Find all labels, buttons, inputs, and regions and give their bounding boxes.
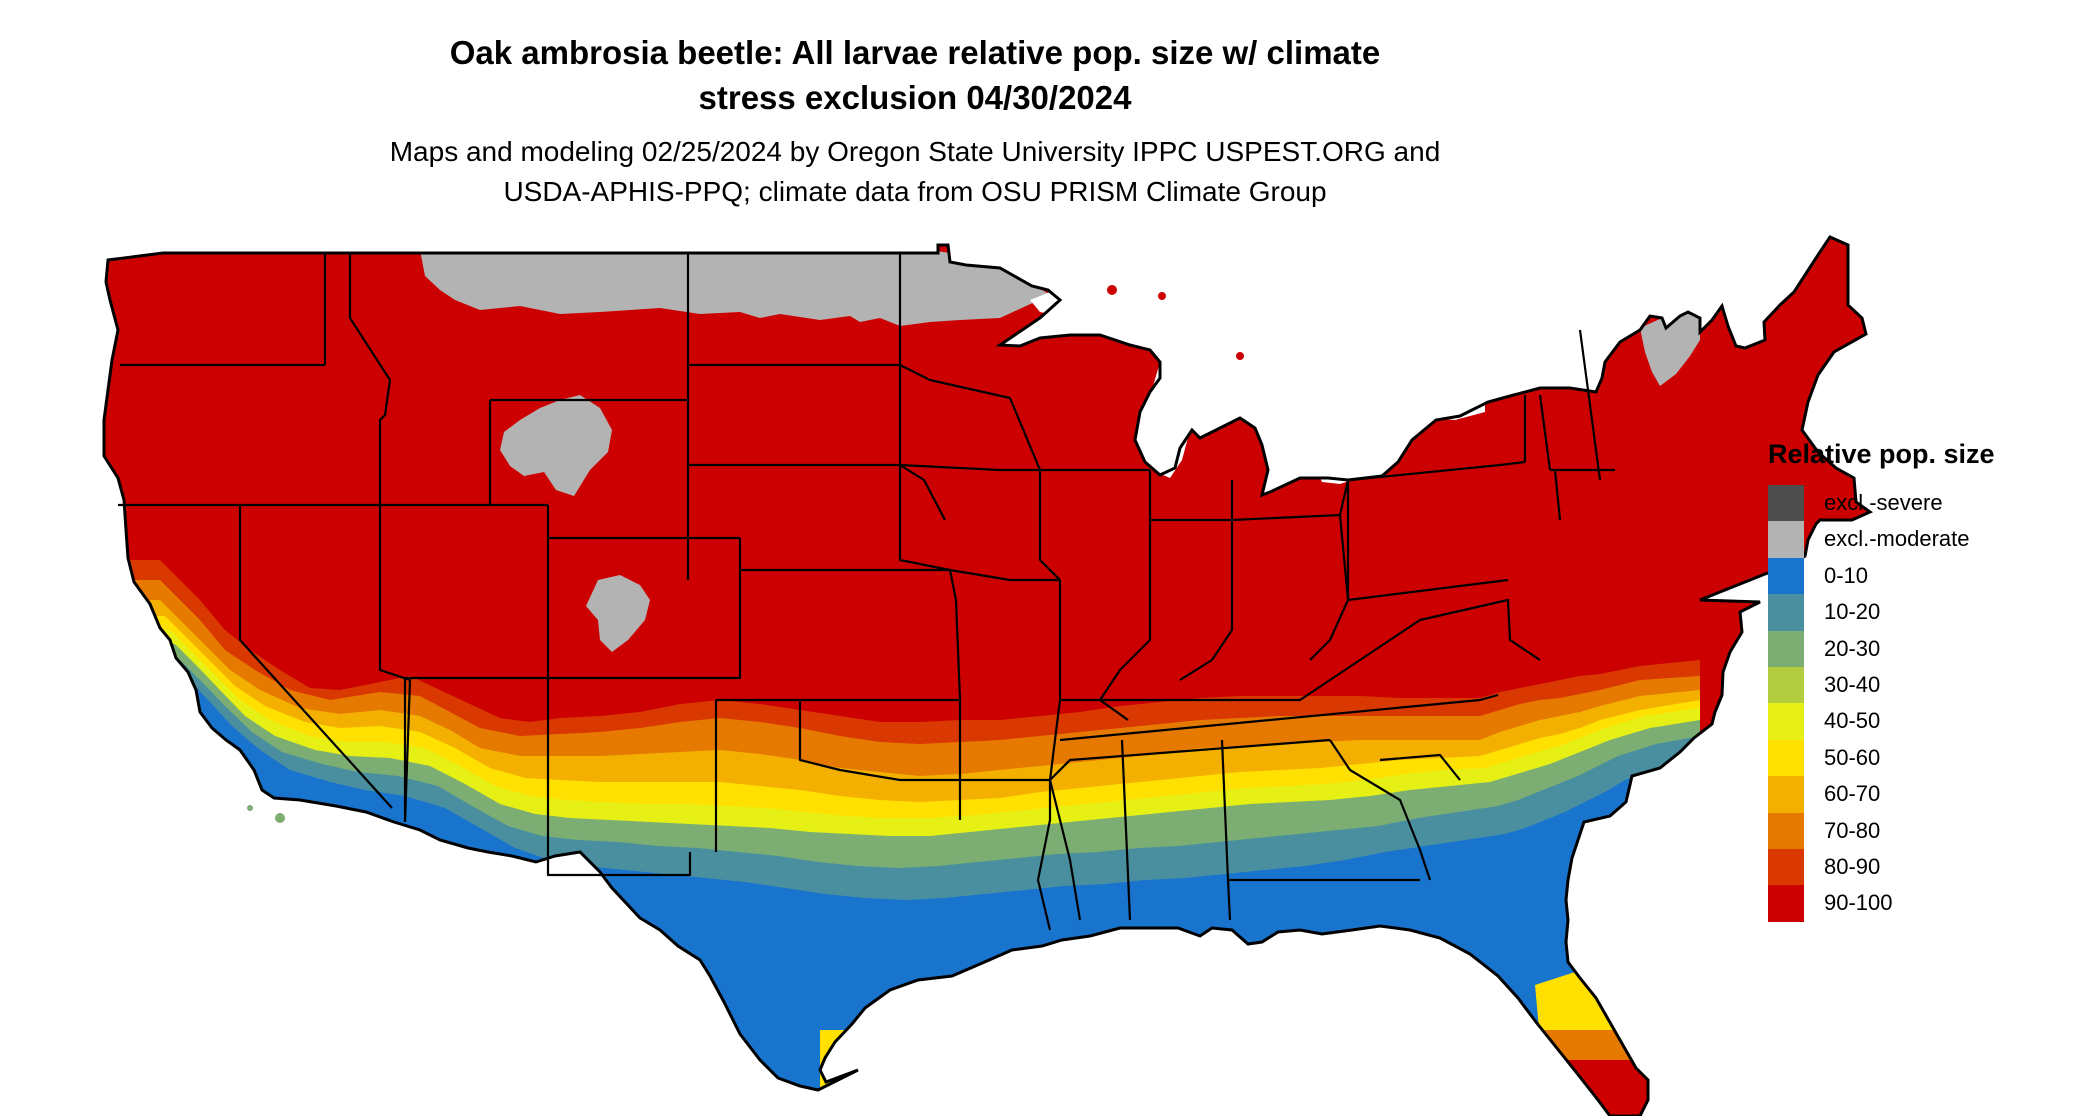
subtitle-line-1: Maps and modeling 02/25/2024 by Oregon S… (389, 136, 1441, 167)
border-id-mt-west (348, 253, 392, 505)
legend-item: 30-40 (1768, 666, 2088, 704)
excl-moderate-wyoming (500, 395, 612, 496)
texas-yellow-tip (820, 1030, 860, 1100)
legend-item: 0-10 (1768, 557, 2088, 595)
lake-superior (1030, 262, 1235, 316)
border-ut-wy-west (488, 400, 548, 507)
legend-title: Relative pop. size (1768, 439, 1995, 469)
legend-item: excl.-severe (1768, 485, 2088, 522)
border-mo-ar (1048, 699, 1062, 781)
border-pa (1346, 480, 1509, 602)
legend-swatch (1768, 703, 1804, 740)
legend: Relative pop. size excl.-severe excl.-mod… (1768, 437, 2088, 922)
legend-item: 60-70 (1768, 776, 2088, 813)
legend-swatch (1768, 739, 1804, 777)
legend-label: 50-60 (1824, 744, 1881, 770)
title-line-1: Oak ambrosia beetle: All larvae relative… (449, 34, 1381, 71)
legend-item: 10-20 (1768, 594, 2088, 631)
legend-swatch (1768, 885, 1804, 922)
border-il-in (1099, 470, 1152, 701)
legend-swatch (1768, 812, 1804, 849)
legend-label: 80-90 (1824, 853, 1881, 879)
legend-label: 90-100 (1824, 890, 1893, 916)
great-lakes (1030, 262, 1485, 484)
legend-swatch (1768, 848, 1804, 886)
border-tn-nc-va (1059, 693, 1499, 742)
excl-moderate-maine (1640, 312, 1700, 386)
excl-moderate-north (420, 250, 1050, 326)
legend-label: 10-20 (1824, 599, 1881, 625)
legend-item: excl.-moderate (1768, 521, 2088, 558)
border-ar-la-tx (960, 778, 1052, 931)
border-sd-ne (688, 463, 946, 521)
border-ks-mo (948, 569, 962, 701)
border-md-va (1419, 598, 1541, 661)
lake-ontario (1420, 400, 1485, 420)
border-ia-il-wi (1008, 397, 1061, 581)
legend-item: 50-60 (1768, 739, 2088, 777)
border-nh-me (1578, 329, 1602, 481)
border-ok-tx (798, 700, 962, 820)
legend-item: 70-80 (1768, 812, 2088, 849)
lake-erie (1318, 445, 1410, 484)
border-nv-az (378, 505, 412, 823)
border-vt-nh (1538, 394, 1552, 471)
map-title: Oak ambrosia beetle: All larvae relative… (0, 30, 1830, 120)
legend-swatch (1768, 594, 1804, 631)
legend-item: 90-100 (1768, 885, 2088, 922)
border-nc-sc (1379, 753, 1461, 781)
legend-item: 80-90 (1768, 848, 2088, 886)
border-tn-ms-al (1049, 738, 1331, 781)
legend-swatch (1768, 485, 1804, 522)
subtitle-line-2: USDA-APHIS-PPQ; climate data from OSU PR… (503, 176, 1327, 207)
border-in-oh (1150, 518, 1234, 681)
legend-swatch (1768, 776, 1804, 813)
border-oh-pa-wv (1309, 514, 1350, 661)
border-ks-ok (716, 698, 962, 780)
legend-swatch (1768, 666, 1804, 704)
border-ia-mn (899, 463, 1040, 472)
lake-michigan (1150, 350, 1198, 478)
border-az-nm (546, 678, 692, 877)
legend-item: 20-30 (1768, 630, 2088, 667)
border-mi-oh (1230, 479, 1350, 522)
border-ar-ms-la (1048, 779, 1082, 921)
legend-label: 30-40 (1824, 671, 1881, 697)
legend-item: 40-50 (1768, 703, 2088, 740)
legend-label: 0-10 (1824, 562, 1869, 588)
border-ut-az (403, 505, 550, 822)
legend-items: excl.-severe excl.-moderate 0-10 10-20 20-30… (1768, 485, 2088, 922)
excl-moderate-colorado (586, 575, 650, 652)
florida-yellow (1535, 972, 1620, 1040)
state-borders (118, 253, 1615, 931)
border-mn-wi (899, 364, 1011, 400)
border-ky-tn-va (1100, 619, 1421, 702)
legend-label: excl.-moderate (1824, 526, 1970, 552)
legend-swatch (1768, 630, 1804, 667)
legend-label: 20-30 (1824, 635, 1881, 661)
legend-label: 60-70 (1824, 781, 1881, 807)
islands-and-specks (247, 285, 1244, 823)
border-ia-mo (898, 465, 1060, 582)
legend-swatch (1768, 557, 1804, 595)
legend-label: 70-80 (1824, 817, 1881, 843)
border-mo-ky-ar (1058, 580, 1129, 721)
title-line-2: stress exclusion 04/30/2024 (698, 79, 1132, 116)
legend-label: excl.-severe (1824, 490, 1943, 515)
lake-huron (1250, 362, 1320, 430)
legend-swatch (1768, 521, 1804, 558)
border-ca-nv (238, 505, 393, 809)
border-ny-pa (1349, 460, 1526, 482)
border-ga-sc (1329, 739, 1432, 881)
florida-red-tip (1540, 1060, 1660, 1116)
border-ms-al (1120, 739, 1132, 921)
border-co-nm (548, 538, 742, 680)
map-subtitle: Maps and modeling 02/25/2024 by Oregon S… (0, 132, 1830, 212)
border-ny-ct (1553, 469, 1562, 521)
legend-label: 40-50 (1824, 708, 1881, 734)
